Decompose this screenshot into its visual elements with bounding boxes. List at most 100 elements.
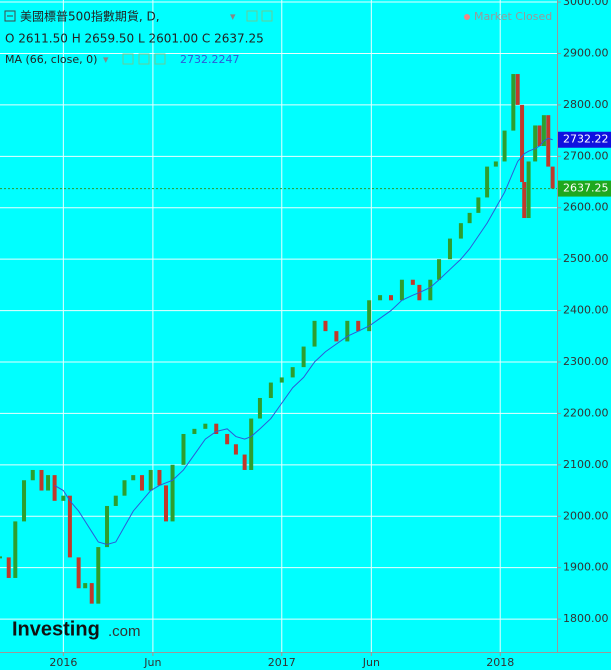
candle xyxy=(399,279,404,301)
y-tick-label: 2600.00 xyxy=(563,201,609,214)
candle xyxy=(526,161,531,219)
ma-badge-label: 2732.22 xyxy=(563,133,609,146)
collapse-icon[interactable] xyxy=(4,10,16,22)
candle xyxy=(249,418,254,470)
candle xyxy=(22,480,27,522)
y-tick-label: 2500.00 xyxy=(563,252,609,265)
grid xyxy=(0,0,557,652)
candle xyxy=(105,505,110,548)
candle xyxy=(511,74,516,131)
candle xyxy=(122,480,127,496)
candle xyxy=(96,547,101,604)
candle xyxy=(257,397,262,419)
ohlc-text: O 2611.50 H 2659.50 L 2601.00 C 2637.25 xyxy=(5,32,264,46)
price-badge xyxy=(558,180,611,197)
candle xyxy=(203,423,208,429)
candle xyxy=(39,469,44,491)
candle xyxy=(61,495,66,501)
close-icon[interactable] xyxy=(261,10,273,22)
candle xyxy=(192,428,197,434)
candle xyxy=(546,115,551,167)
candle xyxy=(139,475,144,491)
candle xyxy=(467,212,472,224)
y-tick-label: 2700.00 xyxy=(563,149,609,162)
candle xyxy=(301,346,306,368)
candle xyxy=(537,125,542,147)
candle xyxy=(378,295,383,301)
x-tick-label: Jun xyxy=(362,656,380,669)
legend-ma-value: 2732.2247 xyxy=(180,53,240,66)
candle xyxy=(367,300,372,332)
y-tick-label: 2800.00 xyxy=(563,98,609,111)
candle xyxy=(170,464,175,522)
candle xyxy=(181,433,186,465)
marks xyxy=(0,74,557,604)
candle xyxy=(131,475,136,481)
candle xyxy=(520,104,525,183)
candle xyxy=(493,161,498,167)
candle xyxy=(428,279,433,301)
candle xyxy=(541,115,546,147)
candle xyxy=(458,223,463,239)
candle xyxy=(312,320,317,347)
candle xyxy=(6,557,11,578)
candle xyxy=(46,475,51,491)
candle xyxy=(67,495,72,558)
legend-ma-name: MA (66, close, 0) xyxy=(5,53,97,66)
candle xyxy=(323,320,328,332)
x-tick-label: 2018 xyxy=(486,656,514,669)
x-tick-label: 2016 xyxy=(49,656,77,669)
settings-icon[interactable] xyxy=(246,10,258,22)
candle xyxy=(522,182,527,219)
x-tick-label: Jun xyxy=(143,656,161,669)
logo: Investing xyxy=(12,618,100,640)
logo-suffix: .com xyxy=(108,623,141,640)
candle xyxy=(334,331,339,342)
settings-icon[interactable] xyxy=(122,53,134,65)
candle xyxy=(148,469,153,491)
candle xyxy=(268,382,273,398)
dropdown-arrow[interactable]: ▾ xyxy=(230,10,236,23)
price-badge-label: 2637.25 xyxy=(563,182,609,195)
candle xyxy=(437,259,442,280)
candle xyxy=(52,475,57,501)
candle xyxy=(356,320,361,332)
candle xyxy=(89,583,94,604)
y-tick-label: 2400.00 xyxy=(563,304,609,317)
candle xyxy=(533,125,538,162)
candle xyxy=(290,367,295,378)
candle xyxy=(550,166,555,189)
y-tick-label: 2300.00 xyxy=(563,355,609,368)
y-tick-label: 1800.00 xyxy=(563,612,609,625)
candle xyxy=(76,557,81,589)
ma-badge xyxy=(558,131,611,148)
y-tick-label: 3000.00 xyxy=(563,0,609,8)
candle xyxy=(242,454,247,470)
candle xyxy=(515,74,520,105)
candle xyxy=(214,423,219,434)
y-tick-label: 2900.00 xyxy=(563,46,609,59)
candle xyxy=(410,279,415,285)
candle xyxy=(345,320,350,342)
close-icon[interactable] xyxy=(154,53,166,65)
y-tick-label: 2200.00 xyxy=(563,406,609,419)
y-tick-label: 1900.00 xyxy=(563,561,609,574)
hide-icon[interactable] xyxy=(138,53,150,65)
candle xyxy=(164,485,169,522)
axes: 1800.00 1900.00 2000.00 2100.00 2200.00 2300.… xyxy=(49,0,611,669)
candle xyxy=(113,495,118,506)
x-tick-label: 2017 xyxy=(268,656,296,669)
y-tick-label: 2100.00 xyxy=(563,458,609,471)
dropdown-arrow[interactable]: ▾ xyxy=(103,53,109,66)
candle xyxy=(485,166,490,198)
candle xyxy=(157,469,162,486)
market-status: Market Closed xyxy=(474,10,552,23)
candle xyxy=(476,197,481,213)
candle xyxy=(83,583,88,589)
ma-line xyxy=(54,137,553,546)
candle xyxy=(447,238,452,260)
candle xyxy=(30,469,35,481)
